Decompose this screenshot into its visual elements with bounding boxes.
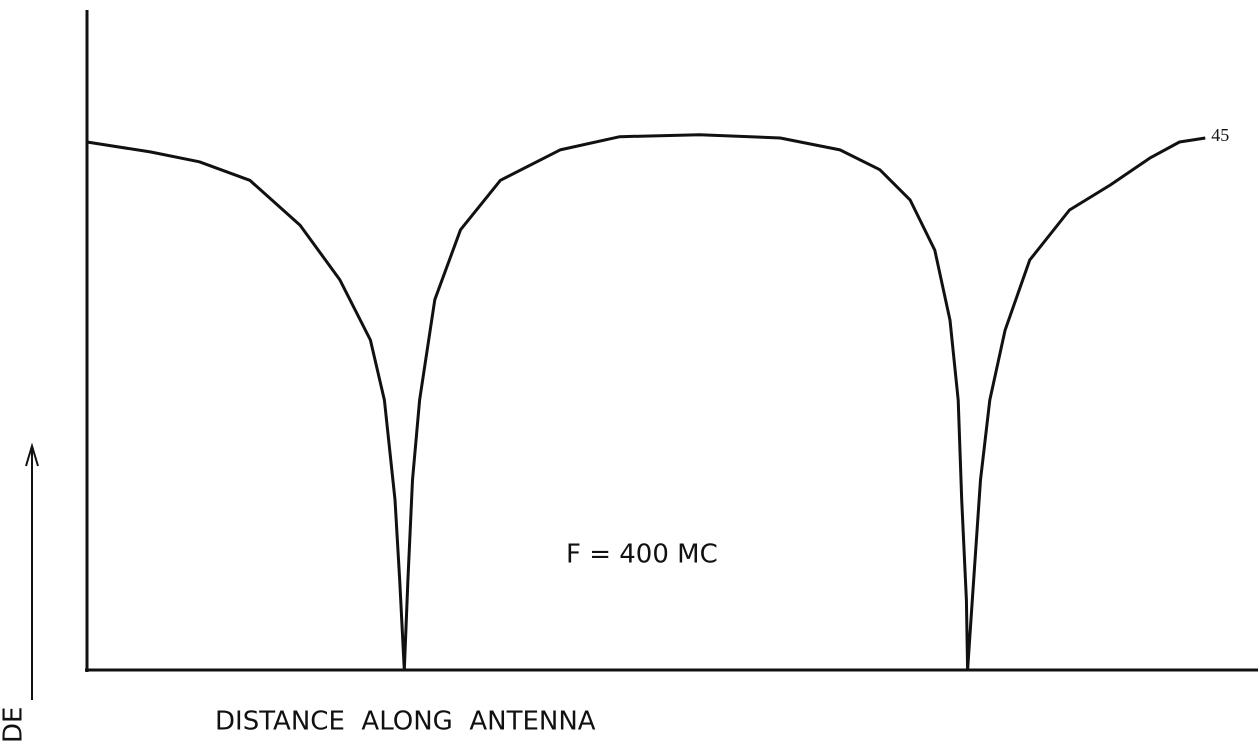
x-axis-label: DISTANCE ALONG ANTENNA <box>215 707 596 737</box>
end-label: 45 <box>1211 125 1229 145</box>
y-arrow-head <box>25 442 39 467</box>
annotation: F = 400 MC <box>566 540 718 570</box>
curve <box>86 133 1206 672</box>
y-axis-label: DE <box>0 707 29 743</box>
